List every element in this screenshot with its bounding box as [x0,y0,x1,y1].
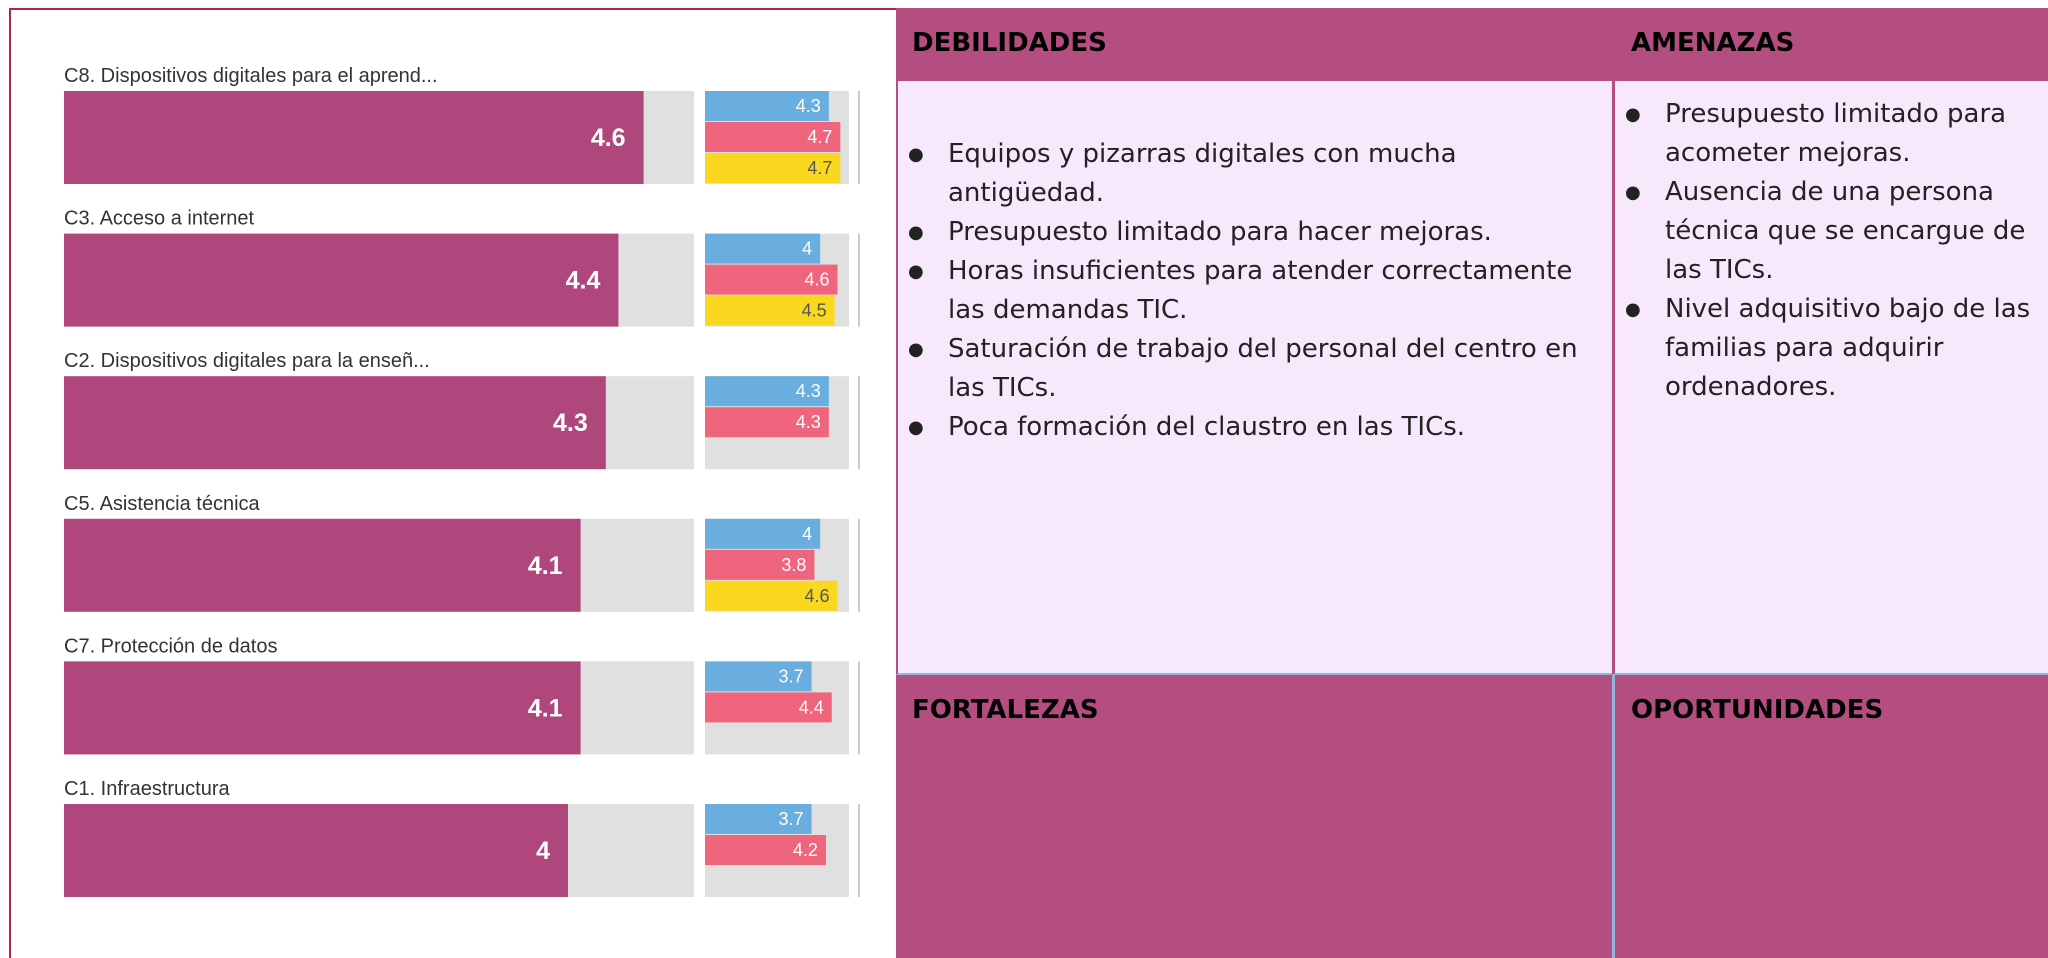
bar [64,91,644,184]
chart: C8. Dispositivos digitales para el apren… [64,65,860,897]
bar [64,233,619,327]
small-value-label: 4 [802,239,812,259]
small-bar [705,518,821,549]
list: Equipos y pizarras digitales con mucha a… [898,135,1592,447]
amenazas-body: Presupuesto limitado para acometer mejor… [1612,81,2048,675]
small-bar [705,835,826,865]
small-bar [705,91,829,121]
debilidades-body: Equipos y pizarras digitales con mucha a… [896,81,1612,675]
small-value-label: 4.5 [802,301,827,321]
value-label: 4.3 [553,409,588,437]
small-value-label: 4.3 [796,412,821,432]
small-value-label: 4.6 [804,270,829,290]
list-item: Poca formación del claustro en las TICs. [898,408,1592,447]
list-item: Horas insuficientes para atender correct… [898,252,1592,330]
list: Presupuesto limitado para acometer mejor… [1615,95,2038,407]
category-label: C3. Acceso a internet [64,208,255,230]
small-bar [705,661,812,692]
small-bar [705,233,821,264]
small-bar [705,804,812,834]
list-item: Saturación de trabajo del personal del c… [898,330,1592,408]
list-item: Ausencia de una persona técnica que se e… [1615,173,2038,290]
value-label: 4.1 [528,694,563,722]
bar [64,518,581,612]
small-value-label: 4 [802,524,812,544]
small-bar [705,549,815,580]
small-bar [705,407,829,438]
value-label: 4.1 [528,552,563,580]
small-value-label: 4.3 [796,381,821,401]
list-item: Presupuesto limitado para acometer mejor… [1615,95,2038,173]
category-label: C2. Dispositivos digitales para la enseñ… [64,350,430,372]
small-bar [705,153,841,183]
list-item: Nivel adquisitivo bajo de las familias p… [1615,290,2038,407]
category-label: C8. Dispositivos digitales para el apren… [64,65,438,87]
category-label: C5. Asistencia técnica [64,493,261,515]
small-value-label: 4.7 [807,127,832,147]
list-item: Equipos y pizarras digitales con mucha a… [898,135,1592,213]
value-label: 4 [536,837,550,865]
small-bar [705,580,838,611]
bar [64,661,581,755]
bar [64,804,568,897]
small-bar [705,295,835,326]
small-value-label: 3.8 [781,555,806,575]
small-value-label: 4.2 [793,840,818,860]
small-value-label: 4.6 [804,586,829,606]
small-value-label: 4.4 [799,697,824,717]
oportunidades-cell: OPORTUNIDADES [1612,675,2048,958]
value-label: 4.4 [566,267,601,295]
small-bar [705,264,838,295]
header-text: OPORTUNIDADES [1631,695,1884,725]
small-bar [705,376,829,407]
bar [64,376,606,470]
category-label: C7. Protección de datos [64,635,277,657]
small-value-label: 3.7 [779,666,804,686]
small-value-label: 4.3 [796,96,821,116]
header-text: AMENAZAS [1631,28,1795,58]
header-text: FORTALEZAS [912,695,1099,725]
fortalezas-cell: FORTALEZAS [896,675,1612,958]
value-label: 4.6 [591,124,626,152]
small-value-label: 3.7 [779,809,804,829]
debilidades-header: DEBILIDADES [896,8,1612,81]
category-label: C1. Infraestructura [64,778,231,800]
amenazas-header: AMENAZAS [1612,8,2048,81]
list-item: Presupuesto limitado para hacer mejoras. [898,213,1592,252]
small-value-label: 4.7 [807,158,832,178]
small-bar [705,692,832,723]
header-text: DEBILIDADES [912,28,1107,58]
small-bar [705,122,841,152]
